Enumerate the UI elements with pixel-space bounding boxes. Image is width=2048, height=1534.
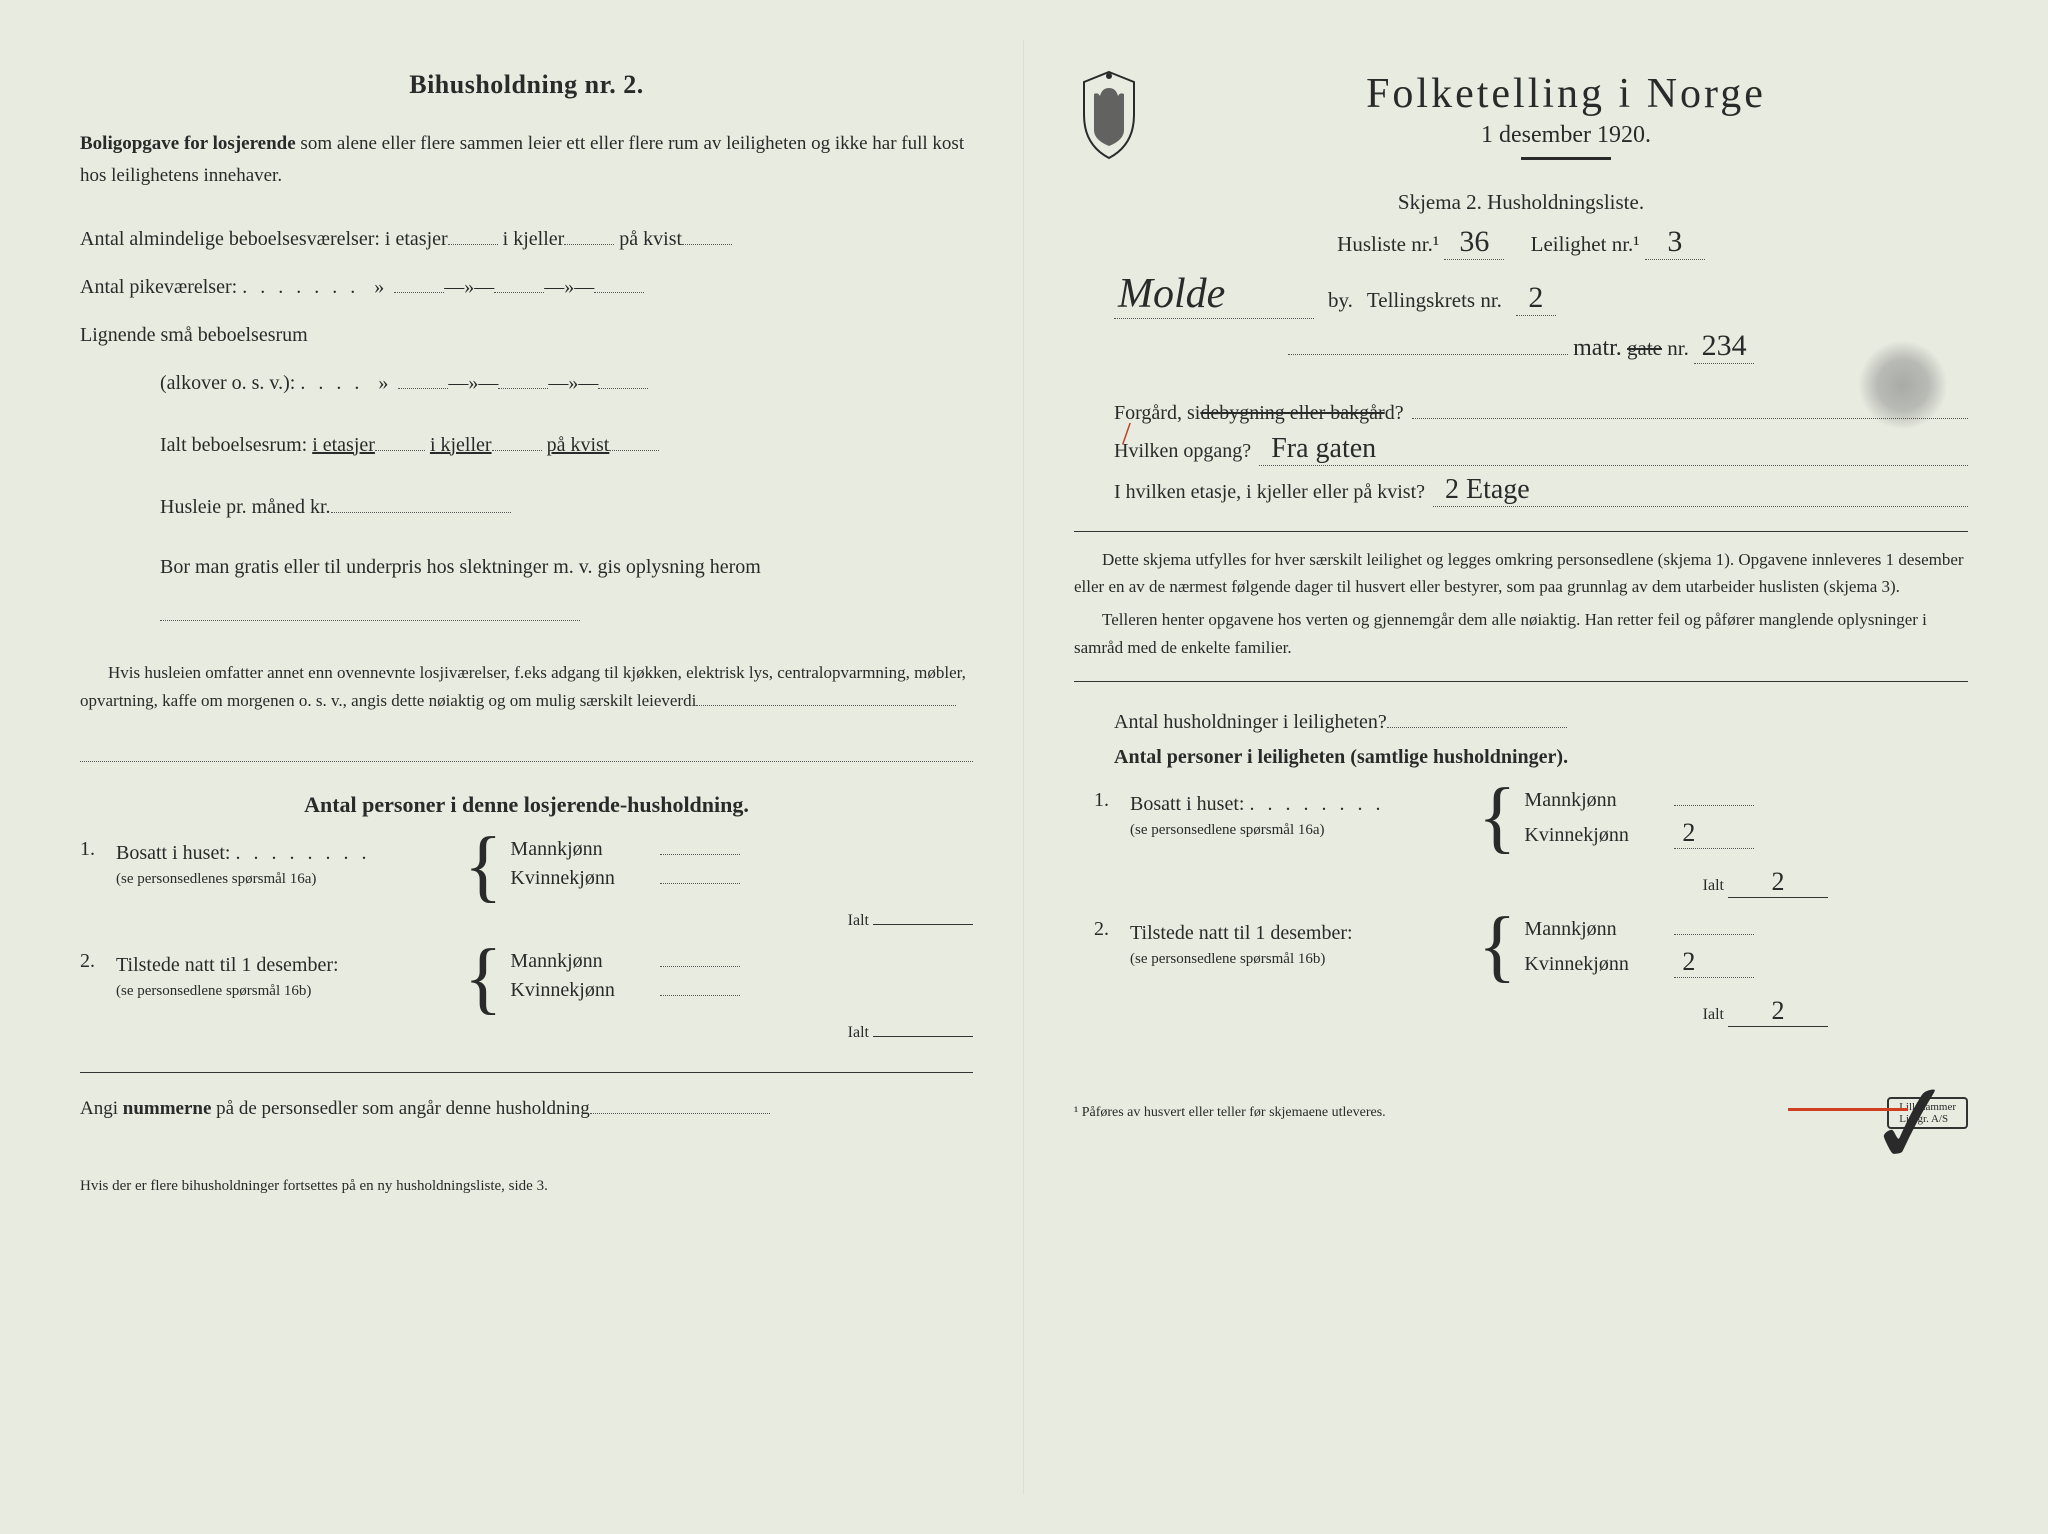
antal-hush-line: Antal husholdninger i leiligheten? <box>1074 706 1968 734</box>
free-rent-line: Bor man gratis eller til underpris hos s… <box>160 543 973 639</box>
right-footer: ¹ Påføres av husvert eller teller før sk… <box>1074 1097 1968 1129</box>
list-item-2: 2. Tilstede natt til 1 desember: (se per… <box>80 950 973 1006</box>
red-underline <box>1788 1108 1908 1111</box>
left-page: Bihusholdning nr. 2. Boligopgave for los… <box>30 40 1024 1494</box>
right-page: Folketelling i Norge 1 desember 1920. Sk… <box>1024 40 2018 1494</box>
persons-subheading: Antal personer i denne losjerende-hushol… <box>80 792 973 818</box>
r-list-item-2: 2. Tilstede natt til 1 desember: (se per… <box>1094 918 1968 978</box>
rent-note: Hvis husleien omfatter annet enn ovennev… <box>80 659 973 717</box>
left-heading: Bihusholdning nr. 2. <box>80 70 973 100</box>
total-rooms-line: Ialt beboelsesrum: i etasjer i kjeller p… <box>160 423 973 467</box>
right-footnote: ¹ Påføres av husvert eller teller før sk… <box>1074 1105 1386 1121</box>
leilighet-value: 3 <box>1645 225 1705 260</box>
red-mark: / <box>1122 415 1131 452</box>
instructions: Dette skjema utfylles for hver særskilt … <box>1074 531 1968 682</box>
forgard-line: Forgård, sidebygning eller bakgård? <box>1074 402 1968 425</box>
list-item-1: 1. Bosatt i huset: . . . . . . . . (se p… <box>80 838 973 894</box>
gate-value: 234 <box>1694 329 1754 364</box>
kvinne1-value: 2 <box>1674 818 1754 849</box>
gate-line: matr. gate nr. 234 <box>1074 329 1968 364</box>
checkmark-icon: ✓ <box>1857 1054 1966 1195</box>
header: Folketelling i Norge 1 desember 1920. <box>1074 70 1968 174</box>
husliste-value: 36 <box>1444 225 1504 260</box>
husliste-line: Husliste nr.¹ 36 Leilighet nr.¹ 3 <box>1074 225 1968 260</box>
by-line: Molde by. Tellingskrets nr. 2 <box>1074 270 1968 319</box>
brace-icon: { <box>464 838 502 894</box>
rooms-line-1: Antal almindelige beboelsesværelser: i e… <box>80 217 973 261</box>
rent-line: Husleie pr. måned kr. <box>160 485 973 529</box>
left-footnote: Hvis der er flere bihusholdninger fortse… <box>80 1170 973 1195</box>
ialt1-value: 2 <box>1728 867 1828 898</box>
ialt2-value: 2 <box>1728 996 1828 1027</box>
rooms-line-3b: (alkover o. s. v.): . . . . » —»——»— <box>160 361 973 405</box>
main-title: Folketelling i Norge <box>1164 70 1968 118</box>
kvinne2-value: 2 <box>1674 947 1754 978</box>
intro-bold: Boligopgave for losjerende <box>80 133 296 154</box>
bold-persons-line: Antal personer i leiligheten (samtlige h… <box>1074 746 1968 769</box>
rooms-line-3a: Lignende små beboelsesrum <box>80 313 973 357</box>
r-list-item-1: 1. Bosatt i huset: . . . . . . . . (se p… <box>1094 789 1968 849</box>
blank-line <box>80 736 973 762</box>
right-person-list: 1. Bosatt i huset: . . . . . . . . (se p… <box>1074 789 1968 1027</box>
etasje-line: I hvilken etasje, i kjeller eller på kvi… <box>1074 474 1968 507</box>
brace-icon: { <box>1478 918 1516 974</box>
intro-paragraph: Boligopgave for losjerende som alene ell… <box>80 128 973 193</box>
skjema-label: Skjema 2. Husholdningsliste. <box>1074 190 1968 215</box>
telling-value: 2 <box>1516 281 1556 316</box>
title-date: 1 desember 1920. <box>1164 122 1968 149</box>
angi-line: Angi nummerne på de personsedler som ang… <box>80 1072 973 1120</box>
brace-icon: { <box>464 950 502 1006</box>
opgang-line: / Hvilken opgang? Fra gaten <box>1074 433 1968 466</box>
crest-icon <box>1074 70 1144 160</box>
etasje-answer: 2 Etage <box>1433 474 1968 507</box>
city-value: Molde <box>1114 270 1314 319</box>
rooms-line-2: Antal pikeværelser: . . . . . . . » —»——… <box>80 265 973 309</box>
brace-icon: { <box>1478 789 1516 845</box>
opgang-answer: Fra gaten <box>1259 433 1968 466</box>
person-list: 1. Bosatt i huset: . . . . . . . . (se p… <box>80 838 973 1042</box>
